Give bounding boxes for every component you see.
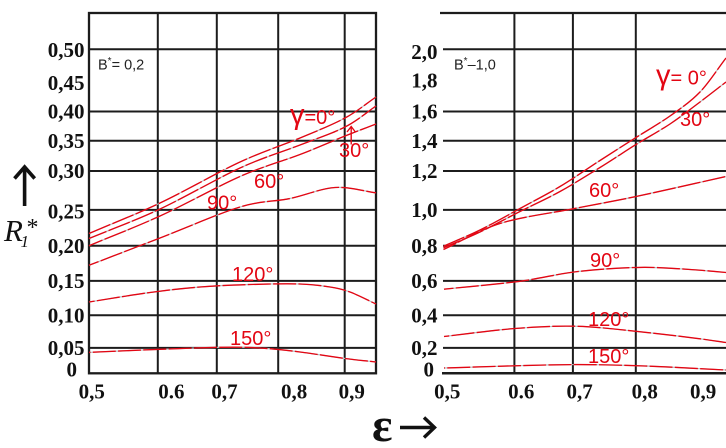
- svg-text:0,8: 0,8: [281, 380, 307, 404]
- svg-text:0,8: 0,8: [632, 380, 658, 404]
- svg-text:1,2: 1,2: [411, 159, 437, 183]
- svg-text:0,40: 0,40: [48, 100, 85, 124]
- svg-text:0,7: 0,7: [211, 380, 237, 404]
- svg-text:0.6: 0.6: [508, 380, 534, 404]
- svg-text:0,9: 0,9: [339, 380, 365, 404]
- svg-text:90°: 90°: [590, 250, 620, 272]
- svg-text:60°: 60°: [254, 171, 284, 193]
- svg-text:0,45: 0,45: [48, 71, 85, 95]
- svg-text:0,4: 0,4: [411, 303, 438, 327]
- svg-text:2,0: 2,0: [411, 40, 437, 64]
- svg-text:90°: 90°: [207, 193, 237, 215]
- svg-text:R: R: [3, 213, 23, 248]
- svg-text:30°: 30°: [680, 109, 710, 131]
- svg-text:0: 0: [424, 357, 435, 381]
- svg-text:0,30: 0,30: [48, 159, 85, 183]
- svg-text:120°: 120°: [232, 264, 273, 286]
- svg-text:60°: 60°: [589, 180, 619, 202]
- svg-text:1,6: 1,6: [411, 100, 437, 124]
- svg-text:0,8: 0,8: [411, 234, 437, 258]
- svg-text:0,25: 0,25: [48, 200, 85, 224]
- svg-text:0: 0: [67, 358, 78, 382]
- svg-text:1,8: 1,8: [411, 69, 437, 93]
- svg-text:0,15: 0,15: [48, 269, 85, 293]
- svg-text:30°: 30°: [339, 140, 369, 162]
- svg-text:0,6: 0,6: [411, 269, 437, 293]
- svg-text:0,7: 0,7: [566, 380, 592, 404]
- svg-text:150°: 150°: [230, 328, 271, 350]
- svg-text:0,20: 0,20: [48, 234, 85, 258]
- svg-text:1,4: 1,4: [411, 129, 438, 153]
- svg-text:150°: 150°: [588, 346, 629, 368]
- svg-text:0,35: 0,35: [48, 129, 85, 153]
- svg-text:1,0: 1,0: [411, 198, 437, 222]
- svg-text:0,50: 0,50: [48, 38, 85, 62]
- svg-text:0,5: 0,5: [79, 380, 105, 404]
- svg-text:120°: 120°: [588, 309, 629, 331]
- svg-text:0,2: 0,2: [411, 336, 437, 360]
- svg-text:B*= 0,2: B*= 0,2: [98, 56, 144, 74]
- svg-text:0,05: 0,05: [48, 336, 85, 360]
- svg-text:0,10: 0,10: [48, 303, 85, 327]
- svg-text:ε: ε: [372, 399, 393, 448]
- svg-text:B*–1,0: B*–1,0: [454, 56, 496, 74]
- svg-text:0.6: 0.6: [158, 380, 184, 404]
- svg-text:*: *: [27, 215, 39, 241]
- svg-text:0,9: 0,9: [690, 380, 716, 404]
- svg-text:0,5: 0,5: [434, 380, 460, 404]
- svg-text:1: 1: [21, 232, 30, 251]
